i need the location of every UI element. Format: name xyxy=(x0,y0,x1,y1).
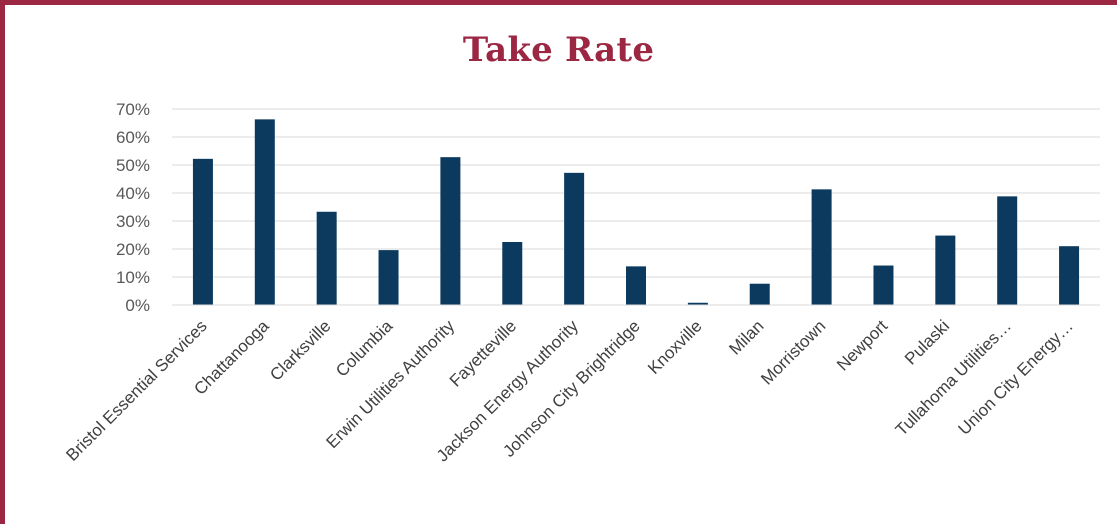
y-tick-label: 30% xyxy=(116,212,150,231)
bar xyxy=(749,283,770,305)
bar xyxy=(935,235,956,305)
x-category-label: Milan xyxy=(725,316,767,358)
bar xyxy=(440,157,461,305)
x-category-label: Knoxville xyxy=(644,316,706,378)
bar xyxy=(502,242,523,305)
bar xyxy=(687,302,708,305)
x-axis-category-labels: Bristol Essential ServicesChattanoogaCla… xyxy=(62,316,1077,465)
bar xyxy=(192,158,213,305)
x-category-label: Clarksville xyxy=(266,316,334,384)
bar xyxy=(811,189,832,305)
x-category-label: Pulaski xyxy=(901,316,953,368)
y-tick-label: 60% xyxy=(116,128,150,147)
bar xyxy=(626,266,646,305)
x-category-label: Columbia xyxy=(332,316,397,381)
bars xyxy=(192,119,1080,305)
bar xyxy=(378,250,399,305)
x-category-label: Tullahoma Utilities… xyxy=(892,316,1015,439)
bar xyxy=(873,265,894,305)
bar xyxy=(564,172,585,305)
y-tick-label: 10% xyxy=(116,268,150,287)
y-tick-label: 20% xyxy=(116,240,150,259)
x-category-label: Union City Energy… xyxy=(955,316,1077,438)
x-category-label: Newport xyxy=(833,316,891,374)
bar xyxy=(316,211,337,305)
bar xyxy=(1059,246,1080,305)
x-category-label: Bristol Essential Services xyxy=(62,316,210,464)
x-category-label: Erwin Utilities Authority xyxy=(323,316,459,452)
chart-title: Take Rate xyxy=(462,30,655,70)
y-axis-tick-labels: 0% 10% 20% 30% 40% 50% 60% 70% xyxy=(116,100,150,315)
bar xyxy=(254,119,275,305)
y-tick-label: 50% xyxy=(116,156,150,175)
x-category-label: Morristown xyxy=(757,316,829,388)
gridlines xyxy=(172,108,1100,278)
y-tick-label: 40% xyxy=(116,184,150,203)
y-tick-label: 70% xyxy=(116,100,150,119)
y-tick-label: 0% xyxy=(125,296,150,315)
bar xyxy=(997,196,1018,305)
